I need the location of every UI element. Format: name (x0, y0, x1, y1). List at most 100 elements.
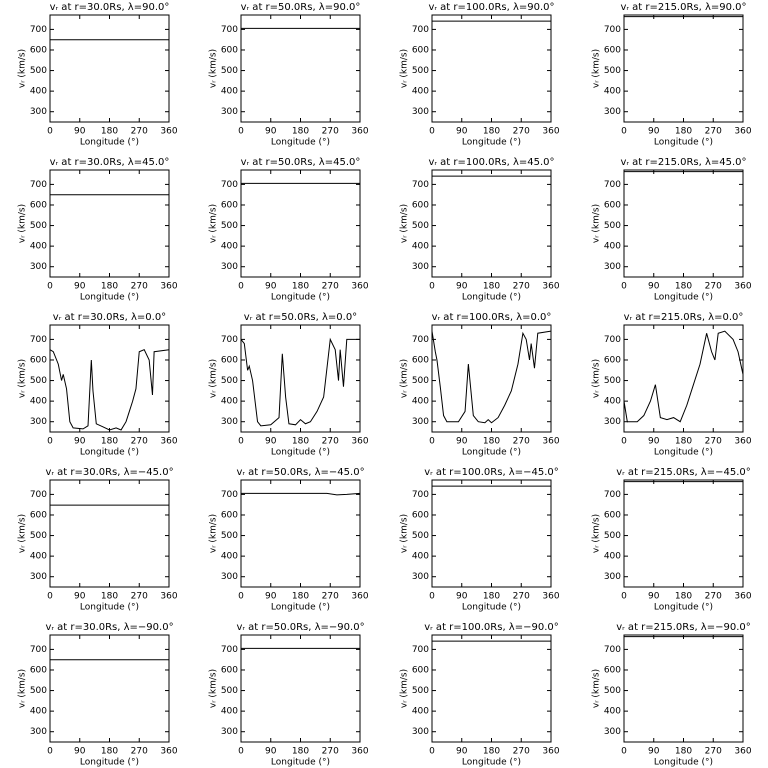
x-tick-label: 180 (483, 592, 500, 602)
x-tick-label: 90 (265, 282, 277, 292)
plot-frame (49, 479, 170, 588)
x-tick-label: 270 (705, 592, 722, 602)
plot-frame (240, 634, 361, 743)
x-tick-label: 90 (648, 747, 660, 757)
y-tick-label: 300 (221, 727, 238, 737)
y-tick-label: 500 (604, 221, 621, 231)
x-tick-label: 360 (160, 747, 177, 757)
data-line (241, 492, 361, 496)
x-tick-label: 0 (621, 592, 627, 602)
y-tick-label: 700 (30, 25, 47, 35)
y-axis-label: vᵣ (km/s) (18, 359, 28, 398)
x-tick-label: 270 (131, 127, 148, 137)
panel-title: vᵣ at r=100.0Rs, λ=0.0° (432, 312, 552, 323)
x-tick-label: 360 (351, 127, 368, 137)
x-tick-label: 360 (542, 747, 559, 757)
x-tick-label: 90 (456, 282, 468, 292)
plot-frame (623, 169, 744, 278)
x-axis-label: Longitude (°) (80, 603, 139, 613)
panel: vᵣ at r=100.0Rs, λ=90.0° Longitude (°) vᵣ … (400, 2, 560, 148)
x-tick-label: 270 (705, 747, 722, 757)
x-tick-label: 180 (101, 282, 118, 292)
y-tick-label: 300 (221, 417, 238, 427)
x-tick-label: 180 (675, 127, 692, 137)
y-tick-label: 300 (221, 107, 238, 117)
x-tick-label: 360 (542, 592, 559, 602)
y-tick-label: 500 (221, 66, 238, 76)
x-tick-label: 360 (734, 592, 751, 602)
y-tick-label: 500 (30, 221, 47, 231)
x-tick-label: 360 (734, 747, 751, 757)
y-axis-label: vᵣ (km/s) (592, 669, 602, 708)
x-tick-label: 90 (648, 282, 660, 292)
x-axis-label: Longitude (°) (654, 603, 713, 613)
x-tick-label: 0 (47, 127, 53, 137)
panel-title: vᵣ at r=215.0Rs, λ=90.0° (620, 2, 746, 13)
y-tick-label: 700 (604, 25, 621, 35)
x-tick-label: 0 (429, 592, 435, 602)
x-tick-label: 0 (429, 747, 435, 757)
panel: vᵣ at r=30.0Rs, λ=−90.0° Longitude (°) vᵣ … (18, 622, 178, 768)
x-axis-label: Longitude (°) (80, 448, 139, 458)
x-axis-label: Longitude (°) (271, 138, 330, 148)
y-tick-label: 500 (30, 531, 47, 541)
y-axis-label: vᵣ (km/s) (400, 514, 410, 553)
x-tick-label: 180 (101, 747, 118, 757)
data-line (240, 337, 360, 427)
panel-title: vᵣ at r=215.0Rs, λ=−90.0° (616, 622, 751, 633)
y-tick-label: 600 (221, 200, 238, 210)
panel-title: vᵣ at r=30.0Rs, λ=0.0° (53, 312, 166, 323)
plot-frame (431, 169, 552, 278)
x-tick-label: 90 (265, 437, 277, 447)
y-tick-label: 400 (30, 397, 47, 407)
x-tick-label: 0 (238, 127, 244, 137)
y-tick-label: 300 (604, 417, 621, 427)
x-tick-label: 180 (101, 437, 118, 447)
x-tick-label: 180 (675, 747, 692, 757)
x-tick-label: 180 (483, 747, 500, 757)
y-axis-label: vᵣ (km/s) (592, 49, 602, 88)
x-tick-label: 0 (621, 437, 627, 447)
panel: vᵣ at r=50.0Rs, λ=0.0° Longitude (°) vᵣ (k… (209, 312, 369, 458)
plot-frame (240, 14, 361, 123)
y-tick-label: 700 (30, 490, 47, 500)
y-axis-label: vᵣ (km/s) (592, 204, 602, 243)
plot-frame (431, 14, 552, 123)
y-tick-label: 500 (221, 531, 238, 541)
y-tick-label: 600 (221, 665, 238, 675)
x-tick-label: 90 (74, 747, 86, 757)
y-tick-label: 600 (604, 665, 621, 675)
x-tick-label: 180 (675, 437, 692, 447)
y-tick-label: 400 (412, 707, 429, 717)
y-tick-label: 400 (221, 707, 238, 717)
y-tick-label: 300 (412, 727, 429, 737)
y-tick-label: 600 (412, 355, 429, 365)
plot-frame (49, 634, 170, 743)
y-tick-label: 500 (604, 531, 621, 541)
y-tick-label: 400 (30, 87, 47, 97)
x-axis-label: Longitude (°) (654, 293, 713, 303)
x-axis-label: Longitude (°) (654, 448, 713, 458)
y-tick-label: 300 (30, 417, 47, 427)
y-tick-label: 500 (412, 531, 429, 541)
panel: vᵣ at r=30.0Rs, λ=90.0° Longitude (°) vᵣ (… (18, 2, 178, 148)
y-tick-label: 500 (412, 66, 429, 76)
y-tick-label: 600 (412, 45, 429, 55)
x-tick-label: 360 (160, 282, 177, 292)
x-tick-label: 180 (292, 127, 309, 137)
y-tick-label: 700 (412, 490, 429, 500)
y-tick-label: 600 (221, 510, 238, 520)
y-tick-label: 400 (412, 87, 429, 97)
x-axis-label: Longitude (°) (271, 603, 330, 613)
x-axis-label: Longitude (°) (271, 758, 330, 768)
y-axis-label: vᵣ (km/s) (209, 204, 219, 243)
x-axis-label: Longitude (°) (654, 138, 713, 148)
y-tick-label: 500 (30, 376, 47, 386)
x-tick-label: 90 (456, 747, 468, 757)
x-tick-label: 270 (705, 437, 722, 447)
panel: vᵣ at r=50.0Rs, λ=90.0° Longitude (°) vᵣ (… (209, 2, 369, 148)
plot-frame (49, 169, 170, 278)
x-tick-label: 0 (621, 747, 627, 757)
panel: vᵣ at r=30.0Rs, λ=45.0° Longitude (°) vᵣ (… (18, 157, 178, 303)
y-axis-label: vᵣ (km/s) (18, 514, 28, 553)
